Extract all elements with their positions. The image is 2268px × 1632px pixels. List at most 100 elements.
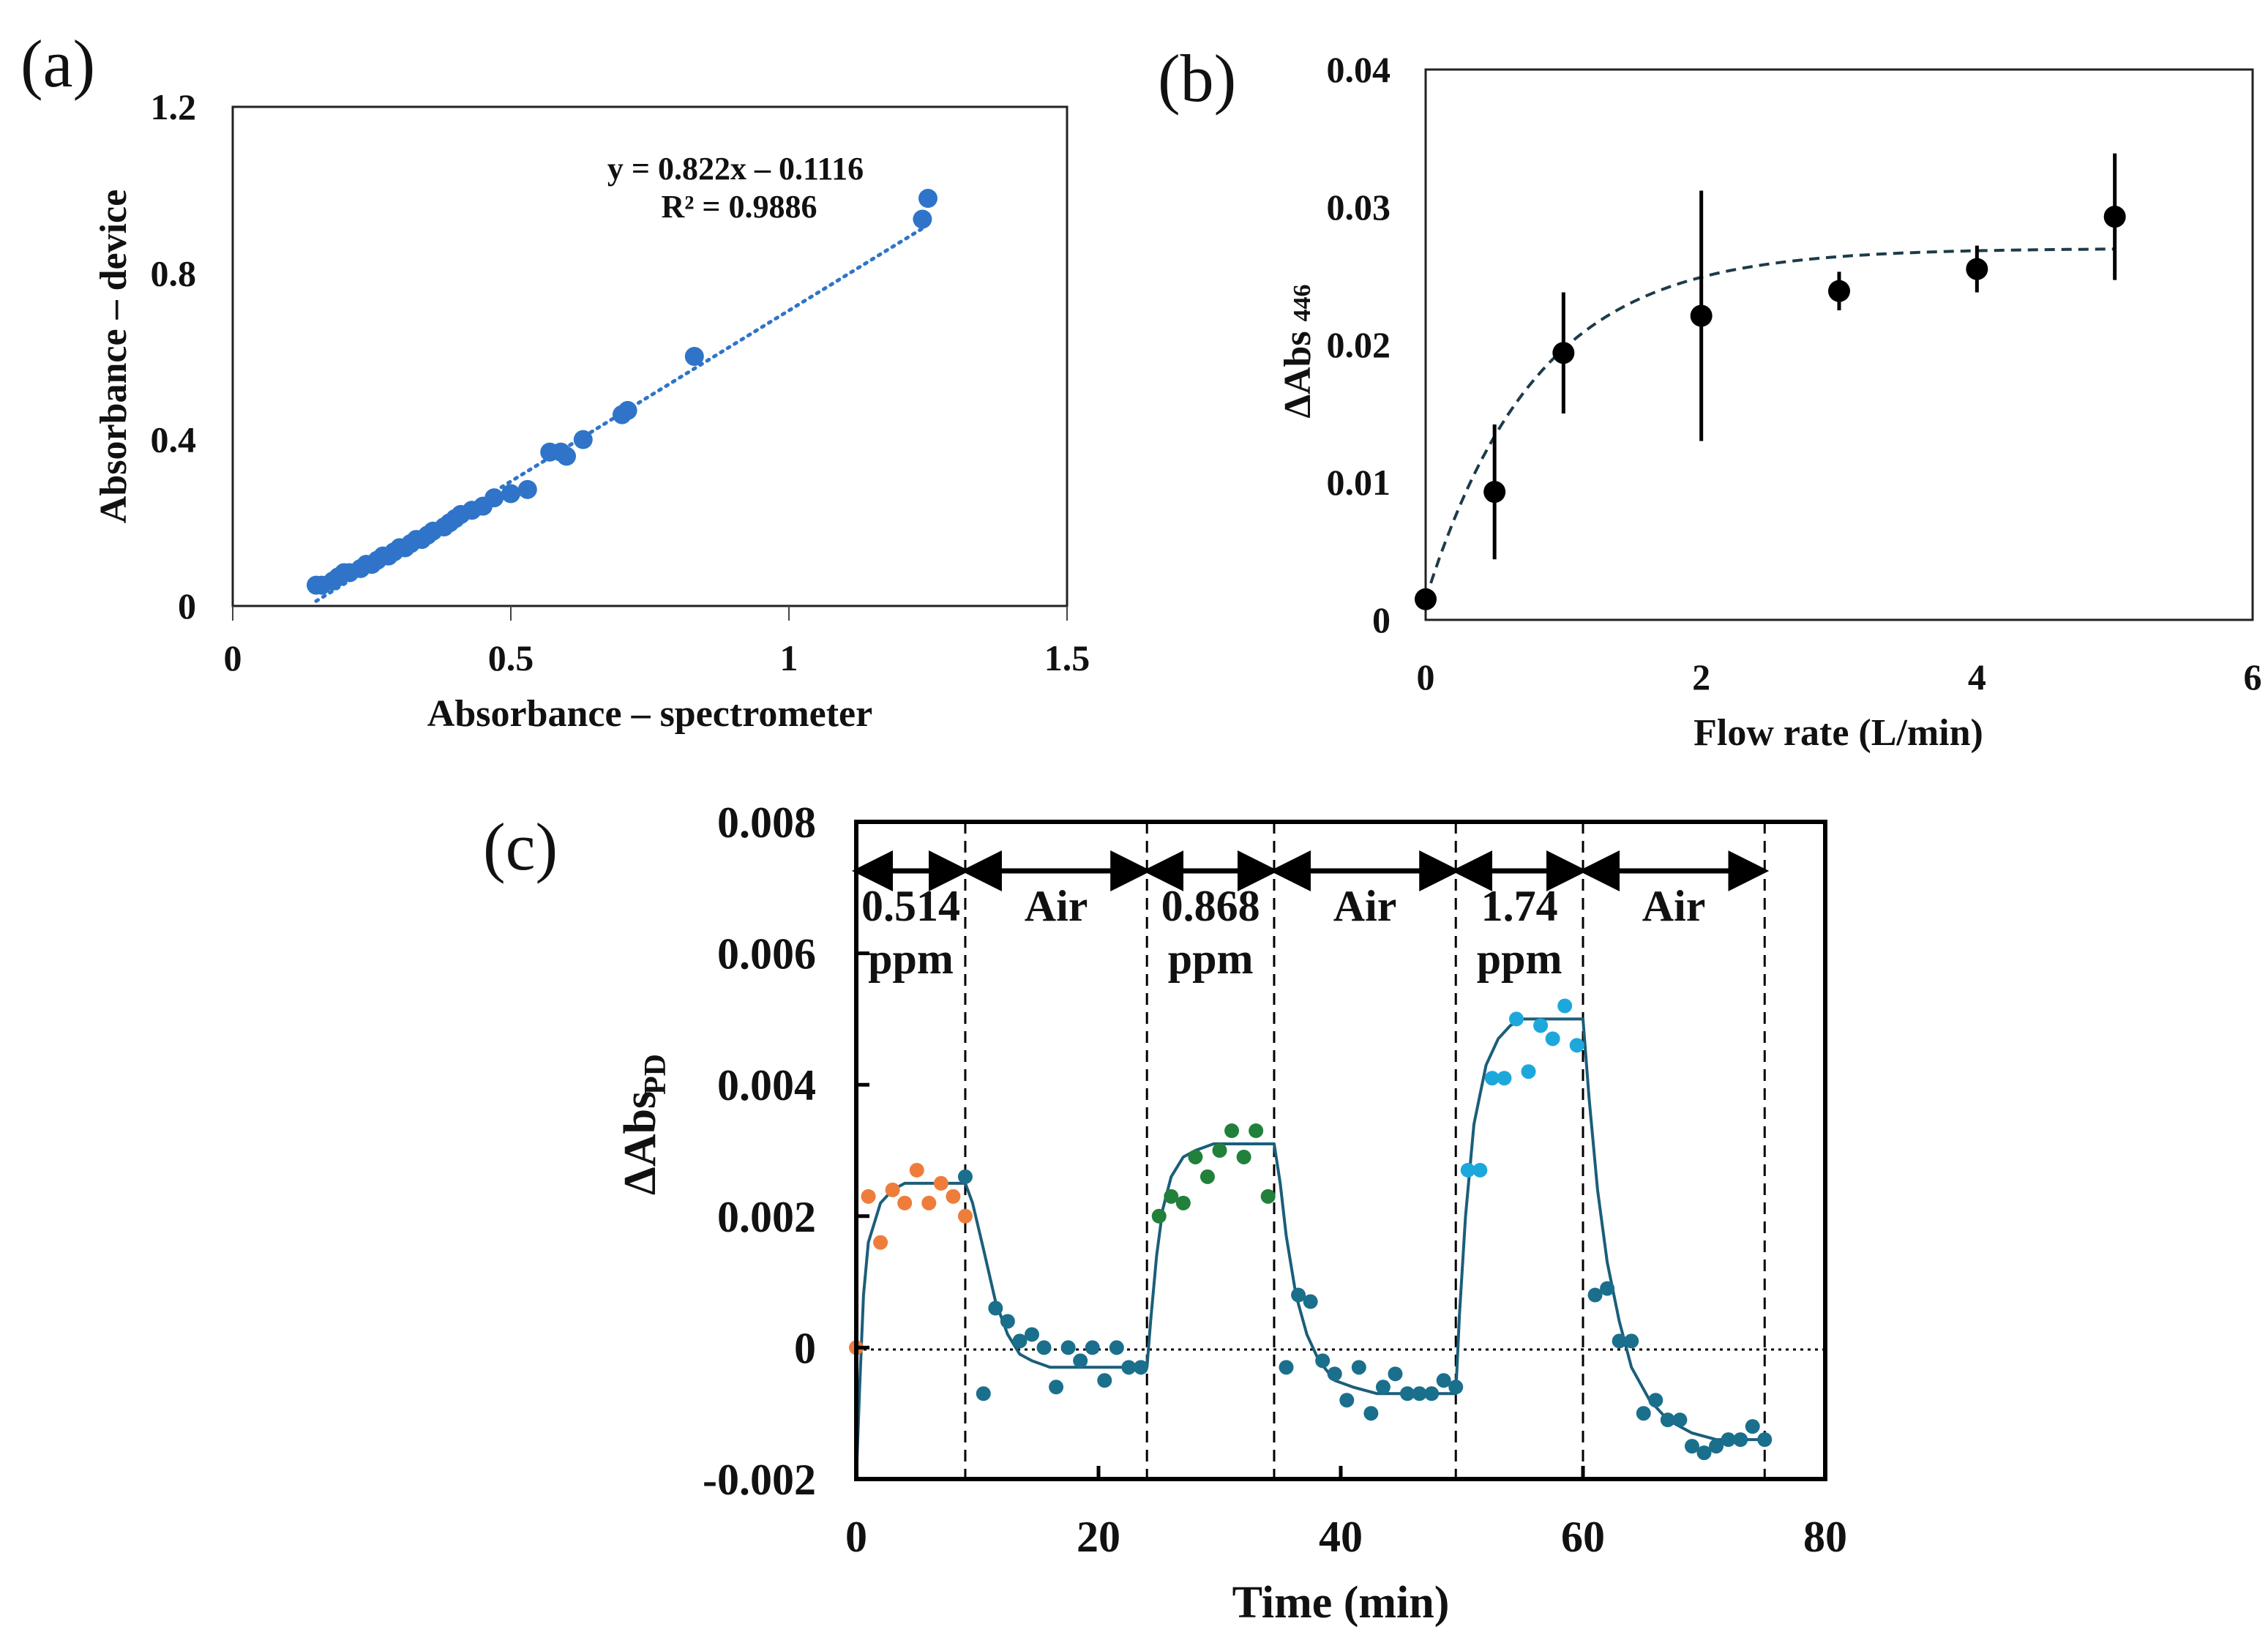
panel-b-data-point [2103, 206, 2126, 228]
panel-c-data-point [1036, 1340, 1052, 1355]
panel-c-data-point [861, 1189, 876, 1204]
panel-c-data-point [1097, 1373, 1112, 1388]
panel-c-data-point [1709, 1439, 1724, 1454]
panel-a-label: (a) [20, 26, 95, 101]
panel-c-data-point [1291, 1287, 1306, 1303]
panel-c-segment-unit: ppm [1168, 935, 1254, 983]
panel-b-y-tick-label: 0.02 [1327, 324, 1391, 365]
panel-c-data-point [1073, 1353, 1088, 1369]
panel-c-data-point [1721, 1432, 1736, 1448]
panel-c-y-tick-label: -0.002 [703, 1456, 816, 1504]
panel-c-data-point [1327, 1366, 1342, 1382]
panel-b-x-tick-label: 6 [2244, 656, 2262, 697]
panel-c-data-point [873, 1235, 888, 1250]
panel-c-data-point [933, 1175, 948, 1191]
panel-c-segment-unit: ppm [868, 935, 954, 983]
panel-c-data-point [1672, 1412, 1688, 1428]
panel-c-y-axis-label: ΔAbs PD [615, 1054, 673, 1195]
panel-c-x-tick-label: 20 [1077, 1513, 1120, 1561]
panel-c-data-point [1648, 1393, 1663, 1408]
panel-c-segment-label: Air [1333, 882, 1397, 930]
panel-c-x-axis-label: Time (min) [1232, 1578, 1450, 1628]
panel-c-data-point [1569, 1038, 1584, 1053]
panel-c-data-point [1412, 1386, 1427, 1401]
panel-b-x-tick-label: 2 [1692, 656, 1710, 697]
panel-c-data-point [1200, 1169, 1215, 1184]
panel-c-data-point [1303, 1294, 1318, 1309]
panel-c-data-point [1587, 1287, 1603, 1303]
panel-a-y-tick-label: 1.2 [151, 86, 197, 127]
panel-a-y-tick-label: 0.4 [151, 419, 197, 460]
panel-b-x-tick-label: 0 [1417, 656, 1435, 697]
panel-c-x-tick-label: 80 [1803, 1513, 1847, 1561]
panel-c-data-point [1351, 1360, 1366, 1375]
panel-c-data-point [957, 1208, 973, 1224]
panel-c-data-point [1448, 1380, 1464, 1395]
panel-c-y-tick-label: 0.006 [717, 930, 816, 978]
panel-c-data-point [1224, 1123, 1240, 1139]
panel-b-plot-frame [1424, 68, 2254, 621]
panel-b-y-tick-label: 0 [1372, 599, 1391, 640]
panel-c-data-point [1484, 1071, 1500, 1086]
panel-c-segment-label: 0.868 [1161, 882, 1260, 930]
panel-c-segment-label: Air [1025, 882, 1088, 930]
panel-c-data-point [1060, 1340, 1076, 1355]
panel-b-y-axis-subscript: 446 [1289, 285, 1316, 322]
panel-c-data-point [1388, 1366, 1403, 1382]
panel-c-data-point [1472, 1162, 1488, 1178]
panel-a-data-point [517, 479, 537, 499]
panel-c-data-point [1260, 1189, 1276, 1204]
panel-c-data-point [1636, 1406, 1651, 1421]
panel-c-data-point [921, 1195, 937, 1210]
panel-c-data-point [1436, 1373, 1451, 1388]
panel-c-y-tick-label: 0.002 [717, 1193, 816, 1241]
panel-a-chart: (a) 0 0.5 1 1.5 0 0.4 0.8 1.2 y = 0.822x – 0.11… [20, 26, 1090, 735]
panel-c-y-axis-subscript: PD [639, 1054, 673, 1095]
panel-c-data-point [1612, 1333, 1627, 1349]
panel-a-data-point [484, 488, 504, 508]
panel-c-data-point [1400, 1386, 1415, 1401]
panel-c-data-point [1733, 1432, 1748, 1448]
panel-c-data-point [1012, 1333, 1028, 1349]
panel-c-data-point [1600, 1281, 1615, 1296]
panel-c-data-point [897, 1195, 913, 1210]
panel-b-y-tick-label: 0.04 [1327, 49, 1391, 90]
panel-b-y-tick-label: 0.03 [1327, 187, 1391, 228]
panel-c-data-point [1024, 1327, 1039, 1342]
panel-b-data-point [1828, 280, 1850, 302]
panel-c-data-point [1684, 1439, 1699, 1454]
panel-c-data-point [1660, 1412, 1675, 1428]
panel-c-data-point [1249, 1123, 1264, 1139]
panel-b-x-axis-label: Flow rate (L/min) [1693, 712, 1983, 754]
panel-c-data-point [1085, 1340, 1100, 1355]
panel-c-data-point [1212, 1143, 1227, 1158]
panel-c-data-point [1000, 1314, 1015, 1329]
panel-a-y-tick-label: 0.8 [151, 252, 197, 293]
panel-c-data-point [1188, 1149, 1203, 1164]
panel-c-data-point [1109, 1340, 1124, 1355]
panel-c-data-point [1745, 1419, 1760, 1434]
panel-c-data-point [1363, 1406, 1379, 1421]
panel-c-segment-label: 1.74 [1481, 882, 1558, 930]
panel-a-data-point [501, 484, 520, 504]
panel-b-y-axis-label: ΔAbs 446 [1277, 285, 1319, 419]
panel-a-equation: y = 0.822x – 0.1116 [607, 151, 864, 187]
panel-b-y-axis-main: ΔAbs [1277, 331, 1319, 418]
panel-c-data-point [957, 1169, 973, 1184]
panel-a-x-tick-label: 1.5 [1044, 637, 1090, 678]
panel-b-data-point [1552, 342, 1575, 364]
panel-c-data-point [946, 1189, 961, 1204]
panel-c-data-point [1460, 1162, 1475, 1178]
panel-c-y-tick-label: 0.004 [717, 1061, 816, 1109]
panel-a-data-point [573, 430, 593, 449]
panel-c-chart: (c) 0 20 40 60 80 -0.002 0 0.002 0.004 0.006 0.008… [483, 798, 1847, 1628]
panel-c-y-axis-main: ΔAbs [615, 1091, 665, 1195]
panel-c-x-tick-label: 40 [1319, 1513, 1363, 1561]
panel-b-data-point [1415, 588, 1437, 610]
panel-b-chart: (b) 0 2 4 6 0 0.01 0.02 0.03 0.04 Flow rate (L/m… [1158, 41, 2262, 754]
panel-c-data-point [1315, 1353, 1331, 1369]
panel-a-data-point [684, 347, 704, 366]
panel-c-data-point [1121, 1360, 1137, 1375]
panel-a-x-tick-label: 0.5 [488, 637, 534, 678]
panel-c-data-point [1279, 1360, 1294, 1375]
